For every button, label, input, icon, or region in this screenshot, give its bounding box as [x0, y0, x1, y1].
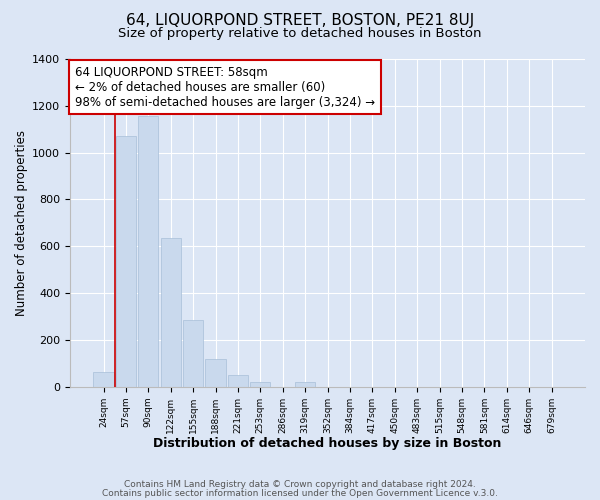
- Bar: [116, 136, 136, 386]
- Text: Contains public sector information licensed under the Open Government Licence v.: Contains public sector information licen…: [102, 488, 498, 498]
- X-axis label: Distribution of detached houses by size in Boston: Distribution of detached houses by size …: [154, 437, 502, 450]
- Text: Size of property relative to detached houses in Boston: Size of property relative to detached ho…: [118, 28, 482, 40]
- Bar: [138, 116, 158, 386]
- Text: 64 LIQUORPOND STREET: 58sqm
← 2% of detached houses are smaller (60)
98% of semi: 64 LIQUORPOND STREET: 58sqm ← 2% of deta…: [75, 66, 375, 108]
- Text: 64, LIQUORPOND STREET, BOSTON, PE21 8UJ: 64, LIQUORPOND STREET, BOSTON, PE21 8UJ: [126, 12, 474, 28]
- Bar: [94, 372, 113, 386]
- Bar: [205, 358, 226, 386]
- Bar: [161, 238, 181, 386]
- Text: Contains HM Land Registry data © Crown copyright and database right 2024.: Contains HM Land Registry data © Crown c…: [124, 480, 476, 489]
- Bar: [295, 382, 315, 386]
- Bar: [183, 320, 203, 386]
- Y-axis label: Number of detached properties: Number of detached properties: [15, 130, 28, 316]
- Bar: [228, 376, 248, 386]
- Bar: [250, 382, 271, 386]
